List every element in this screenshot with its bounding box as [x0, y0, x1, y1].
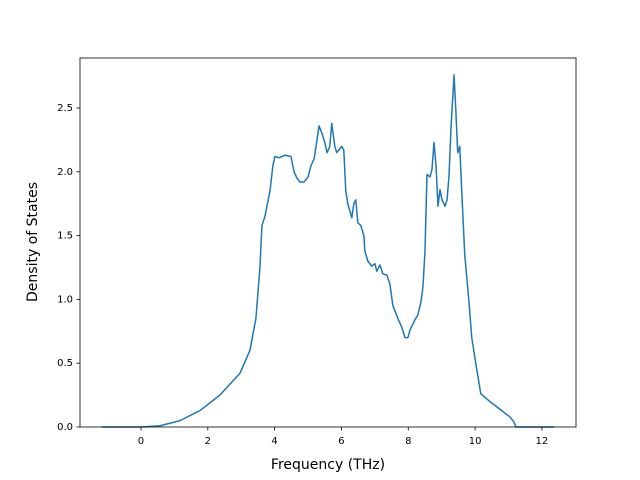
y-tick-label: 0.0 — [57, 422, 73, 433]
axes-frame — [79, 57, 577, 428]
x-tick-label: 10 — [469, 436, 482, 447]
y-tick-label: 2.5 — [57, 103, 73, 114]
y-tick-label: 0.5 — [57, 358, 73, 369]
x-tick-label: 8 — [405, 436, 411, 447]
x-axis-label: Frequency (THz) — [271, 457, 385, 473]
y-tick-label: 1.5 — [57, 231, 73, 242]
x-tick-label: 0 — [138, 436, 144, 447]
y-tick-label: 1.0 — [57, 294, 73, 305]
x-tick-label: 6 — [338, 436, 344, 447]
x-tick-label: 4 — [271, 436, 277, 447]
y-tick-label: 2.0 — [57, 167, 73, 178]
x-tick-label: 2 — [205, 436, 211, 447]
y-axis-label: Density of States — [25, 182, 41, 302]
dos-line — [101, 74, 554, 428]
x-tick-label: 12 — [536, 436, 549, 447]
